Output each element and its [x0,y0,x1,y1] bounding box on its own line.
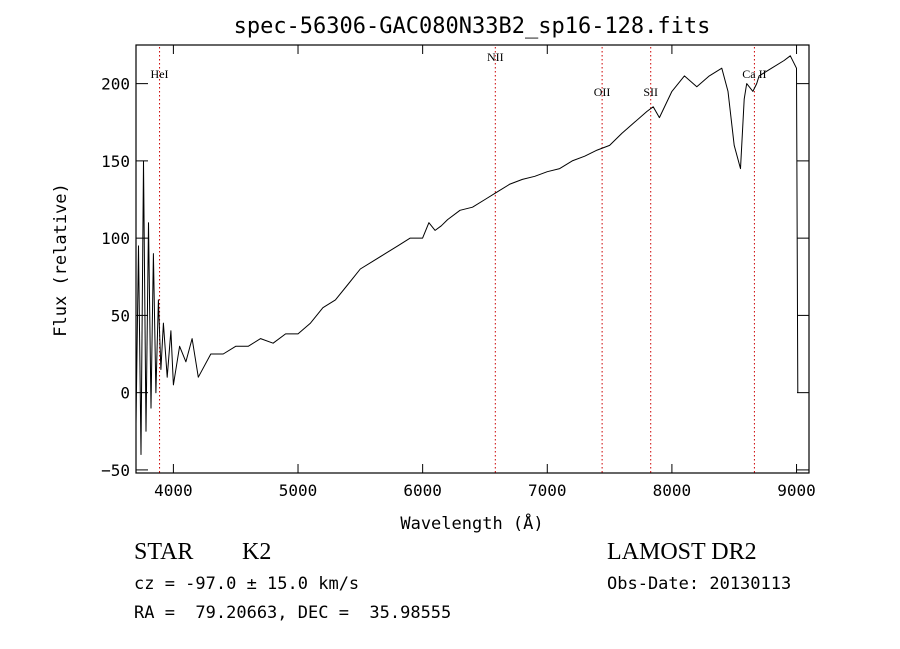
line-marker-label: SII [643,85,658,99]
x-tick-label: 6000 [403,481,442,500]
x-axis-label: Wavelength (Å) [400,512,543,534]
y-axis-label: Flux (relative) [51,183,71,337]
x-tick-label: 5000 [279,481,318,500]
x-tick-label: 8000 [653,481,692,500]
y-tick-label: 200 [101,75,130,94]
x-tick-label: 4000 [154,481,193,500]
y-tick-label: −50 [101,461,130,480]
x-tick-label: 7000 [528,481,567,500]
y-axis-ticks: −50 0 50 100 150 200 [101,75,809,480]
redshift-text: cz = -97.0 ± 15.0 km/s [134,574,360,594]
x-tick-label: 9000 [777,481,816,500]
reference-lines: HeI NII OII SII Ca II [151,47,767,473]
survey-name: LAMOST DR2 [607,539,757,565]
line-marker-label: OII [594,85,611,99]
line-marker-label: Ca II [742,67,766,81]
line-marker-label: HeI [151,67,169,81]
plot-frame [135,44,810,474]
y-tick-label: 150 [101,152,130,171]
coordinates: RA = 79.20663, DEC = 35.98555 [134,603,452,623]
obs-date: Obs-Date: 20130113 [607,574,792,594]
y-tick-label: 0 [120,384,130,403]
object-subclass: K2 [242,539,272,565]
spectrum-line [135,55,799,455]
y-tick-label: 50 [111,306,130,325]
line-marker-label: NII [487,50,504,64]
object-class: STAR [134,539,194,565]
chart-title: spec-56306-GAC080N33B2_sp16-128.fits [234,14,711,39]
x-axis-ticks: 4000 5000 6000 7000 8000 9000 [154,45,816,500]
series-group [135,55,799,455]
y-tick-label: 100 [101,229,130,248]
